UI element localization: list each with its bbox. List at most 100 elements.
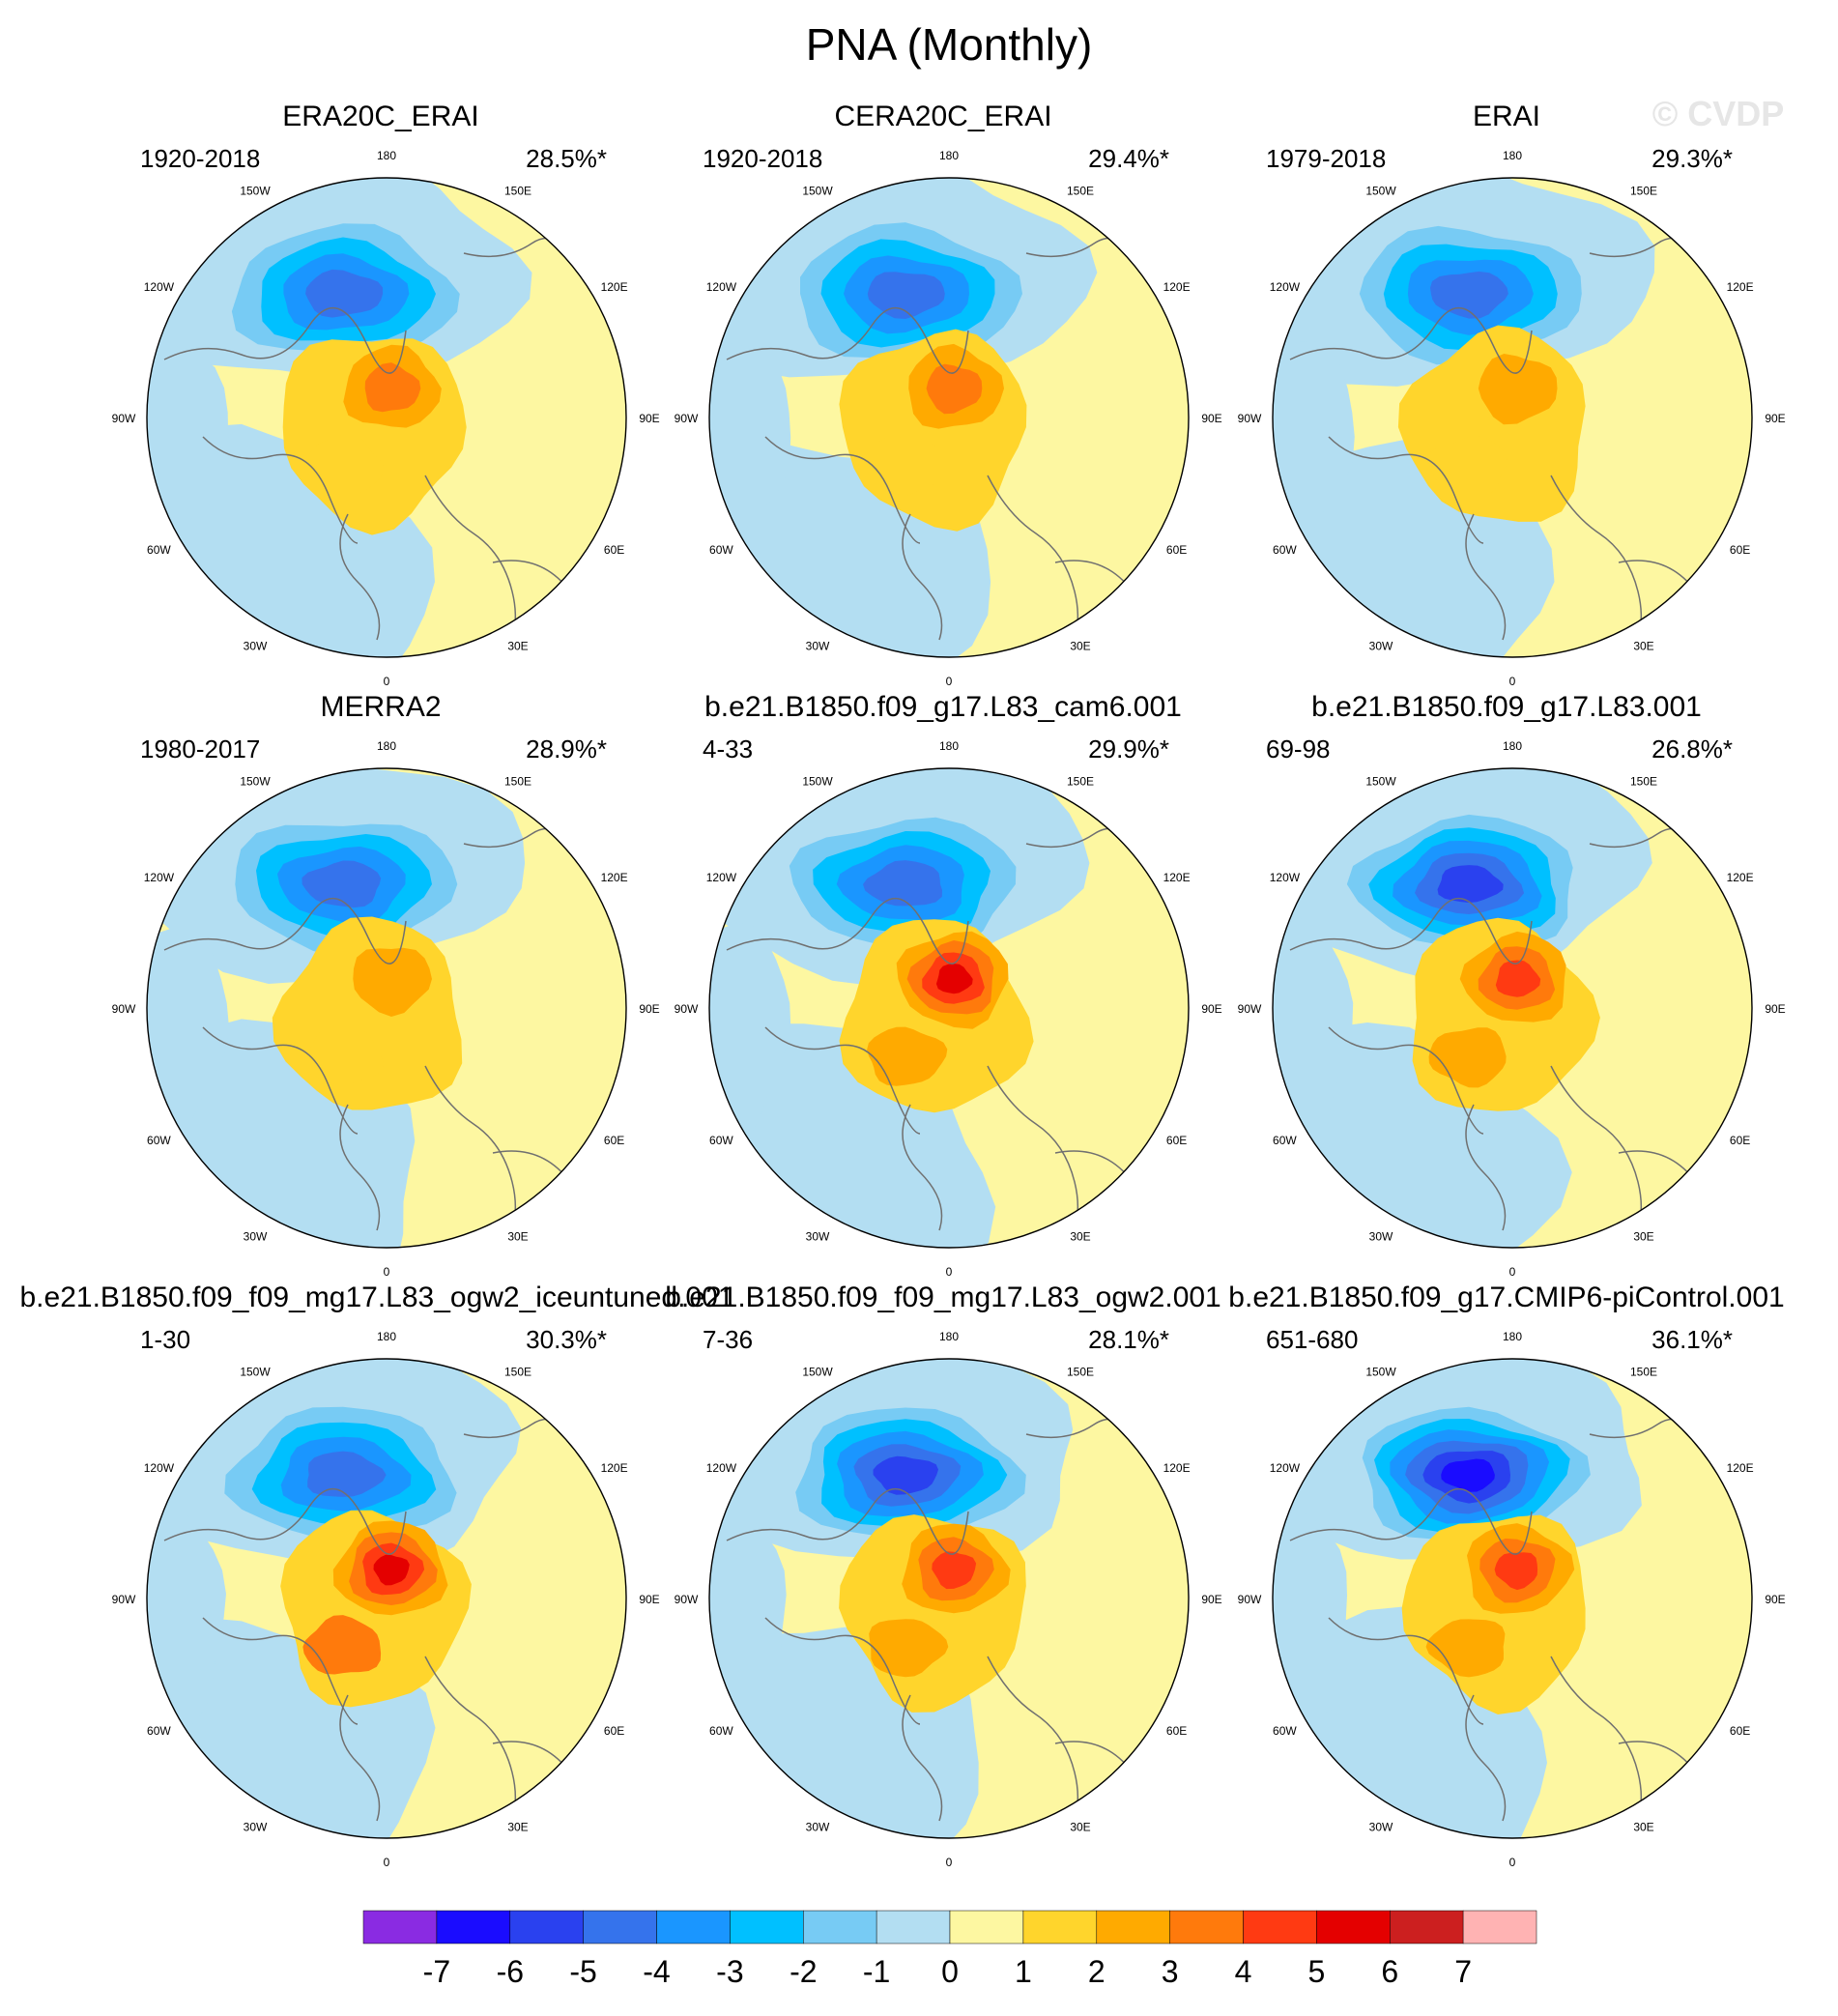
lon-label: 60W (709, 543, 733, 557)
panel-title: b.e21.B1850.f09_f09_mg17.L83_ogw2_iceunt… (20, 1282, 734, 1313)
panel-title: b.e21.B1850.f09_g17.L83_cam6.001 (704, 691, 1182, 723)
contour-pos (1425, 1619, 1506, 1678)
coastline (1465, 1694, 1507, 1822)
panel-title: b.e21.B1850.f09_g17.CMIP6-piControl.001 (1228, 1282, 1784, 1313)
lon-label: 120E (1727, 280, 1754, 294)
contour-neg-1 (1273, 1505, 1348, 1718)
coastline (1289, 1488, 1533, 1555)
lon-label: 30E (1633, 640, 1653, 653)
lon-label: 60W (1273, 543, 1297, 557)
contour-neg-1 (147, 927, 229, 1145)
lon-label: 90W (112, 412, 136, 425)
panel-period: 1920-2018 (703, 144, 822, 173)
lon-label: 90W (675, 1002, 699, 1016)
coastline (726, 1488, 969, 1555)
lon-label: 120E (1163, 871, 1191, 884)
map-border (708, 767, 1190, 1249)
panel: ERA20C_ERAI 1920-2018 28.5%* 180 150E 120E 90E… (112, 101, 660, 688)
contour-pos (302, 1026, 385, 1085)
lon-label: 120W (706, 1461, 737, 1475)
panel-variance: 36.1%* (1651, 1325, 1733, 1354)
coastline (339, 1694, 381, 1822)
panel-period: 1980-2017 (140, 734, 260, 763)
contour-pos (1494, 1552, 1538, 1591)
map-field (1273, 178, 1752, 657)
figure-title: PNA (Monthly) (806, 19, 1093, 70)
colorbar-swatch (949, 1910, 1024, 1944)
colorbar-label: 6 (1381, 1954, 1398, 1989)
lon-label: 60W (1273, 1724, 1297, 1738)
lon-label: 60W (709, 1724, 733, 1738)
lon-label: 60W (709, 1134, 733, 1147)
lon-label: 120W (1270, 1461, 1301, 1475)
map-field (147, 768, 626, 1248)
lon-label: 60E (1730, 1724, 1750, 1738)
panel-variance: 26.8%* (1651, 734, 1733, 763)
contour-pos (932, 1551, 977, 1590)
colorbar-swatch (1462, 1910, 1537, 1944)
lon-label: 90W (1238, 1002, 1262, 1016)
lon-label: 150W (1365, 1365, 1396, 1378)
colorbar: -7 -6 -5 -4 -3 -2 -1 0 1 2 3 4 5 6 7 (362, 1910, 1537, 1989)
panel-title: MERRA2 (320, 691, 441, 723)
colorbar-label: 7 (1454, 1954, 1472, 1989)
coastline (902, 1694, 943, 1822)
contour-neg (873, 1455, 938, 1495)
lon-label: 180 (1503, 1330, 1522, 1343)
colorbar-swatch (583, 1910, 657, 1944)
panel-period: 651-680 (1266, 1325, 1358, 1354)
panel: CERA20C_ERAI 1920-2018 29.4%* 180 150E 120E 90… (675, 101, 1222, 688)
contour-pos (867, 1026, 948, 1086)
coastline (339, 1104, 381, 1231)
colorbar-label: -6 (497, 1954, 524, 1989)
panel-variance: 29.9%* (1088, 734, 1169, 763)
lon-label: 120E (1163, 1461, 1191, 1475)
lon-label: 90E (639, 412, 659, 425)
lon-label: 90W (675, 412, 699, 425)
lon-label: 30W (806, 1230, 830, 1244)
colorbar-label: -5 (569, 1954, 596, 1989)
lon-label: 0 (384, 1265, 390, 1279)
lon-label: 150E (504, 184, 531, 197)
lon-label: 60W (147, 543, 171, 557)
lon-label: 0 (946, 1265, 953, 1279)
colorbar-label: 4 (1235, 1954, 1252, 1989)
lon-label: 150W (1365, 184, 1396, 197)
lon-label: 30W (244, 1230, 268, 1244)
panel-title: b.e21.B1850.f09_g17.L83.001 (1311, 691, 1702, 723)
panel-variance: 28.5%* (526, 144, 607, 173)
lon-label: 0 (946, 675, 953, 688)
lon-label: 150E (1067, 1365, 1094, 1378)
lon-label: 30W (1369, 1230, 1393, 1244)
map-field (1273, 1359, 1752, 1838)
colorbar-swatch (876, 1910, 951, 1944)
map-border (1272, 767, 1753, 1249)
lon-label: 120W (144, 871, 175, 884)
lon-label: 60E (1166, 543, 1187, 557)
panel-period: 1-30 (140, 1325, 190, 1354)
panel-variance: 28.1%* (1088, 1325, 1169, 1354)
lon-label: 90E (1201, 412, 1221, 425)
coastline (726, 307, 969, 374)
colorbar-label: -7 (423, 1954, 450, 1989)
lon-label: 60E (604, 1724, 624, 1738)
lon-label: 150W (802, 1365, 833, 1378)
panel-variance: 29.3%* (1651, 144, 1733, 173)
lon-label: 60W (147, 1724, 171, 1738)
contour-neg (307, 1451, 387, 1497)
coastline (202, 1026, 359, 1135)
lon-label: 120E (601, 280, 628, 294)
lon-label: 90E (1765, 1593, 1785, 1606)
contour-neg-1 (709, 922, 791, 1143)
contour-pos (935, 964, 973, 994)
coastline (163, 307, 407, 374)
colorbar-swatch (803, 1910, 877, 1944)
panel-title: b.e21.B1850.f09_f09_mg17.L83_ogw2.001 (665, 1282, 1221, 1313)
coastline (1289, 307, 1533, 374)
lon-label: 30W (806, 640, 830, 653)
coastline (1465, 1104, 1507, 1231)
panel: b.e21.B1850.f09_g17.CMIP6-piControl.001 6… (1228, 1282, 1785, 1869)
lon-label: 90W (112, 1593, 136, 1606)
lon-label: 60E (1166, 1724, 1187, 1738)
